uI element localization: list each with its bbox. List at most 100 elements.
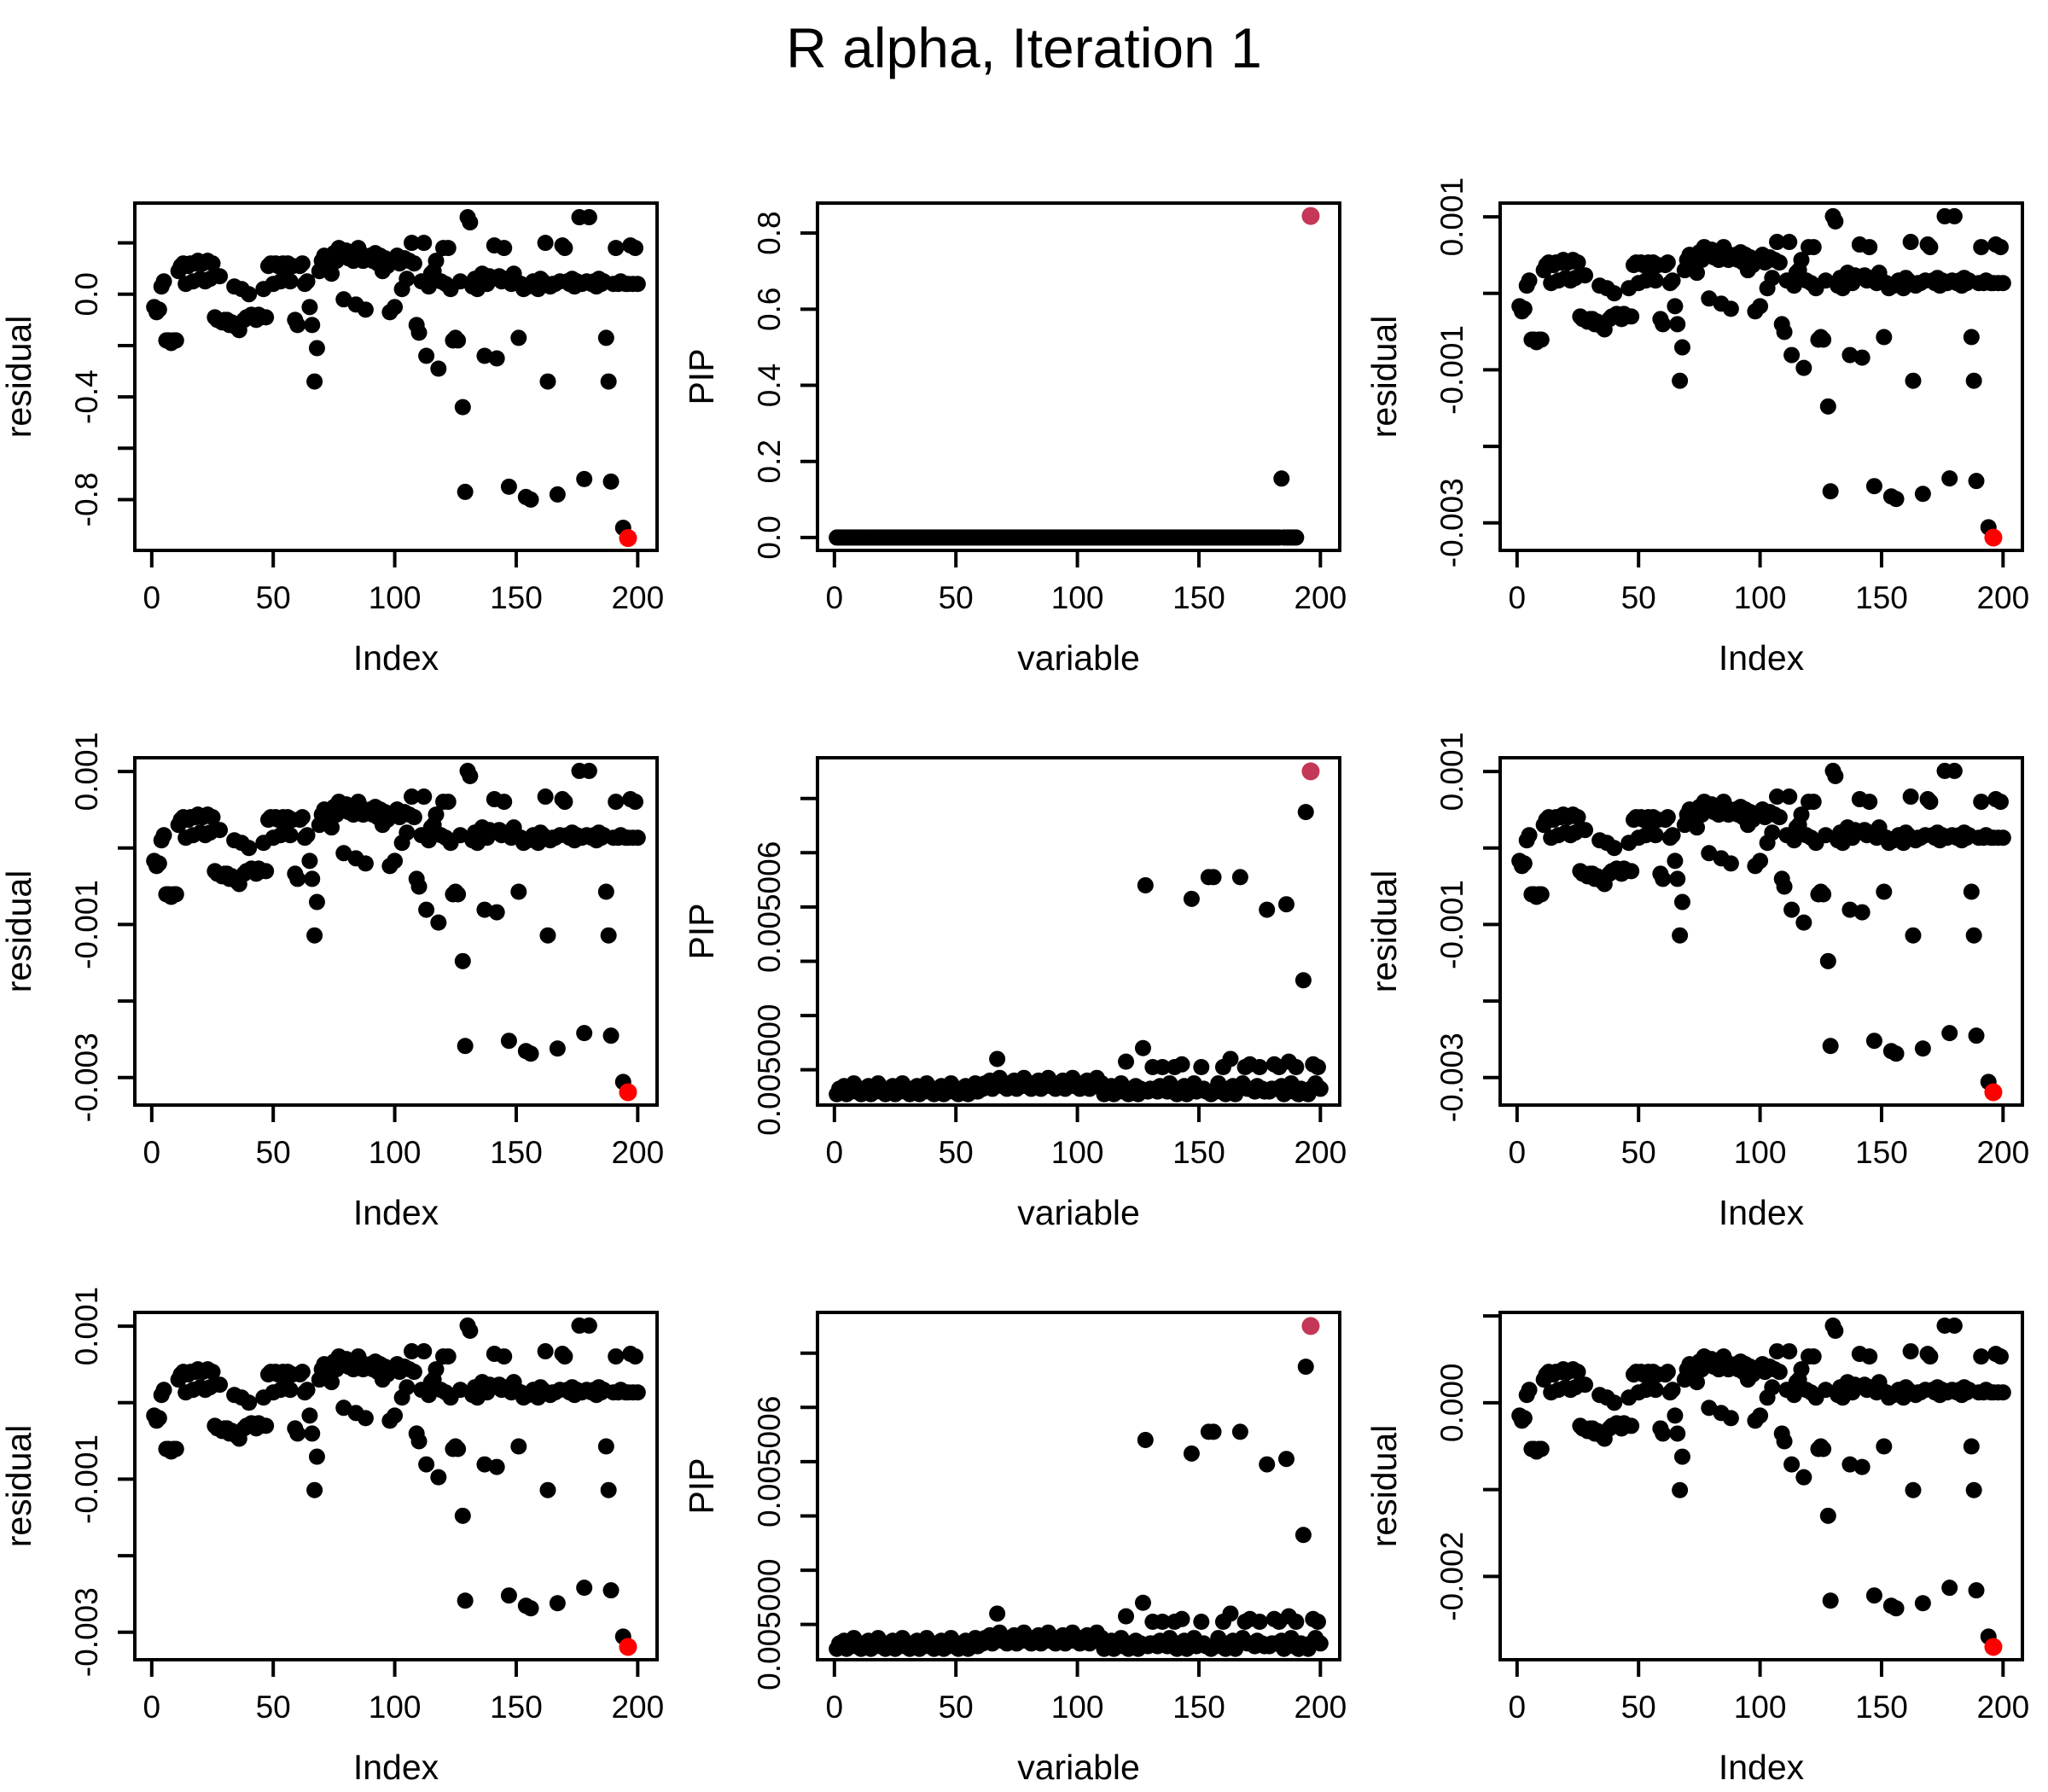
data-point xyxy=(1795,359,1812,376)
data-point xyxy=(989,1050,1006,1068)
data-point xyxy=(1805,794,1822,811)
data-point xyxy=(204,1364,221,1381)
x-axis-label: Index xyxy=(353,1193,439,1232)
data-point xyxy=(308,1448,325,1465)
data-point xyxy=(1154,1613,1171,1630)
data-point xyxy=(537,1343,554,1360)
data-point xyxy=(1771,809,1788,826)
data-point xyxy=(399,1379,416,1396)
x-tick-label: 200 xyxy=(1976,1690,2029,1725)
data-point xyxy=(556,794,573,811)
data-point xyxy=(1819,1507,1836,1524)
data-point xyxy=(306,1481,323,1498)
y-tick-label: 0.6 xyxy=(752,288,787,331)
data-point xyxy=(1876,329,1893,346)
data-point xyxy=(1183,890,1200,907)
data-point xyxy=(462,767,479,784)
data-point xyxy=(418,901,435,918)
figure-title: R alpha, Iteration 1 xyxy=(786,16,1262,79)
data-point xyxy=(1795,1469,1812,1486)
data-point xyxy=(1815,331,1832,348)
x-tick-label: 150 xyxy=(490,1135,543,1170)
data-point xyxy=(1902,788,1919,806)
data-point xyxy=(1776,878,1793,895)
data-point xyxy=(1647,827,1664,844)
x-tick-label: 100 xyxy=(369,580,422,615)
data-point xyxy=(1905,927,1922,944)
data-point xyxy=(430,360,447,377)
data-point xyxy=(1297,1359,1314,1376)
x-tick-label: 100 xyxy=(1051,1690,1104,1725)
panel-pip-3: 0 50 100 150 200 variable 0.005000 0.005006 PIP xyxy=(683,1311,1347,1787)
data-point xyxy=(282,273,299,290)
x-axis-label: Index xyxy=(1719,1193,1805,1232)
data-point xyxy=(1994,275,2011,292)
data-point xyxy=(539,373,556,390)
data-point xyxy=(1841,346,1859,364)
x-axis-label: variable xyxy=(1017,1193,1140,1232)
x-tick-label: 150 xyxy=(1855,580,1908,615)
y-axis-label: PIP xyxy=(683,1457,721,1514)
data-point xyxy=(597,1438,614,1455)
data-point xyxy=(1659,254,1676,271)
data-point xyxy=(1577,267,1594,284)
data-point xyxy=(439,1348,457,1365)
data-point xyxy=(1118,1608,1135,1625)
data-point xyxy=(1785,1387,1802,1404)
x-tick-label: 50 xyxy=(256,580,291,615)
data-point xyxy=(1137,1431,1154,1448)
data-point xyxy=(451,273,468,290)
data-point xyxy=(1946,1317,1963,1334)
data-point xyxy=(1827,212,1844,230)
data-point xyxy=(1783,901,1801,918)
data-point xyxy=(1769,788,1786,806)
x-tick-label: 150 xyxy=(1172,1135,1225,1170)
data-point xyxy=(1973,1348,1990,1365)
x-axis-label: Index xyxy=(1719,638,1805,678)
data-point xyxy=(357,301,374,318)
highlight-point xyxy=(1984,528,2003,547)
data-point xyxy=(522,1045,539,1062)
data-point xyxy=(1521,827,1538,844)
x-axis: 0 50 100 150 200 Index xyxy=(143,1105,664,1232)
data-point xyxy=(1295,1527,1312,1544)
x-tick-label: 0 xyxy=(143,1690,161,1725)
data-point xyxy=(626,240,643,257)
y-tick-label: -0.003 xyxy=(69,1033,104,1122)
y-axis-label: residual xyxy=(0,1425,38,1548)
data-point xyxy=(155,827,172,844)
data-point xyxy=(1516,1410,1533,1427)
data-point xyxy=(626,794,643,811)
data-point xyxy=(405,1364,422,1381)
plot-frame xyxy=(816,756,1341,1107)
data-point xyxy=(1965,372,1982,389)
data-point xyxy=(1781,234,1798,251)
y-tick-label: 0.005006 xyxy=(752,1396,787,1527)
data-point xyxy=(1722,300,1739,317)
data-point xyxy=(258,1417,275,1434)
data-point xyxy=(1533,331,1550,348)
data-point xyxy=(1817,272,1834,289)
data-point xyxy=(155,1382,172,1399)
data-point xyxy=(428,806,445,823)
data-point xyxy=(1669,870,1686,887)
x-axis: 0 50 100 150 200 Index xyxy=(1509,550,2029,678)
data-point xyxy=(1655,1425,1672,1442)
x-tick-label: 0 xyxy=(143,580,161,615)
data-point xyxy=(299,273,316,290)
y-axis-label: residual xyxy=(1365,1425,1404,1548)
x-axis: 0 50 100 150 200 Index xyxy=(143,1660,664,1787)
data-point xyxy=(212,268,229,285)
data-point xyxy=(1701,1399,1718,1417)
data-point xyxy=(1173,1056,1190,1073)
x-tick-label: 100 xyxy=(369,1135,422,1170)
y-axis-label: residual xyxy=(1365,316,1404,439)
data-point xyxy=(399,271,416,288)
data-point xyxy=(357,1410,374,1427)
data-point xyxy=(1819,952,1836,969)
data-point xyxy=(258,309,275,326)
data-point xyxy=(1569,254,1586,271)
data-point xyxy=(629,829,646,847)
data-point xyxy=(1752,298,1769,315)
data-point xyxy=(1941,1580,1958,1597)
